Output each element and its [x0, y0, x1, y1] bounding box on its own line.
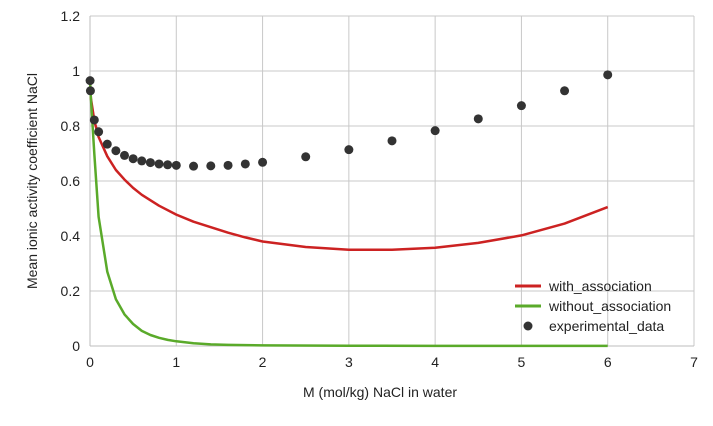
y-tick-label: 0.2: [61, 283, 81, 299]
experimental-data-point: [258, 157, 268, 167]
legend: with_association without_associationexper…: [515, 278, 671, 334]
experimental-data-point: [516, 101, 526, 111]
y-tick-label: 1: [72, 63, 80, 79]
x-tick-label: 4: [431, 354, 439, 370]
experimental-data-point: [85, 76, 95, 86]
experimental-data-point: [206, 161, 216, 171]
x-axis-title: M (mol/kg) NaCl in water: [303, 384, 457, 400]
y-tick-label: 0.6: [61, 173, 81, 189]
experimental-data-point: [145, 158, 155, 168]
experimental-data-point: [102, 139, 112, 149]
x-tick-label: 6: [604, 354, 612, 370]
legend-label-experimental-data: experimental_data: [549, 318, 664, 334]
experimental-data-point: [189, 161, 199, 171]
without-association-line: [88, 81, 608, 348]
y-tick-label: 0.8: [61, 118, 81, 134]
axes: 0 1 2 3 4 5 6 7 0 0.2 0.4 0.6 0.8 1 1.2: [61, 8, 699, 370]
y-tick-label: 0.4: [61, 228, 81, 244]
experimental-data-point: [171, 160, 181, 170]
legend-swatch-experimental-data: [523, 321, 533, 331]
experimental-data-point: [560, 86, 570, 96]
y-axis-title: Mean ionic activity coefficient NaCl: [24, 73, 40, 289]
experimental-data-point: [111, 146, 121, 156]
experimental-data-point: [94, 127, 104, 137]
x-tick-label: 5: [518, 354, 526, 370]
experimental-data-point: [163, 160, 173, 170]
experimental-data-point: [240, 159, 250, 169]
x-tick-label: 7: [690, 354, 698, 370]
experimental-data-point: [120, 150, 130, 160]
legend-label-without-association: without_association: [548, 298, 671, 314]
x-tick-label: 1: [172, 354, 180, 370]
experimental-data-point: [137, 156, 147, 166]
x-tick-label: 2: [259, 354, 267, 370]
x-tick-label: 0: [86, 354, 94, 370]
experimental-data-point: [430, 126, 440, 136]
y-tick-label: 0: [72, 338, 80, 354]
experimental-data-point: [128, 154, 138, 164]
with-association-line: [88, 81, 609, 252]
experimental-data-point: [473, 114, 483, 124]
plot-area: [85, 70, 613, 348]
experimental-data-point: [223, 160, 233, 170]
experimental-data-point: [301, 152, 311, 162]
y-tick-label: 1.2: [61, 8, 81, 24]
grid: [90, 15, 695, 346]
experimental-data-point: [603, 70, 613, 80]
experimental-data-point: [154, 159, 164, 169]
x-tick-label: 3: [345, 354, 353, 370]
experimental-data-point: [344, 145, 354, 155]
experimental-data-point: [89, 115, 99, 125]
experimental-data-point: [85, 86, 95, 96]
legend-label-with-association: with_association: [548, 278, 652, 294]
experimental-data-point: [387, 136, 397, 146]
